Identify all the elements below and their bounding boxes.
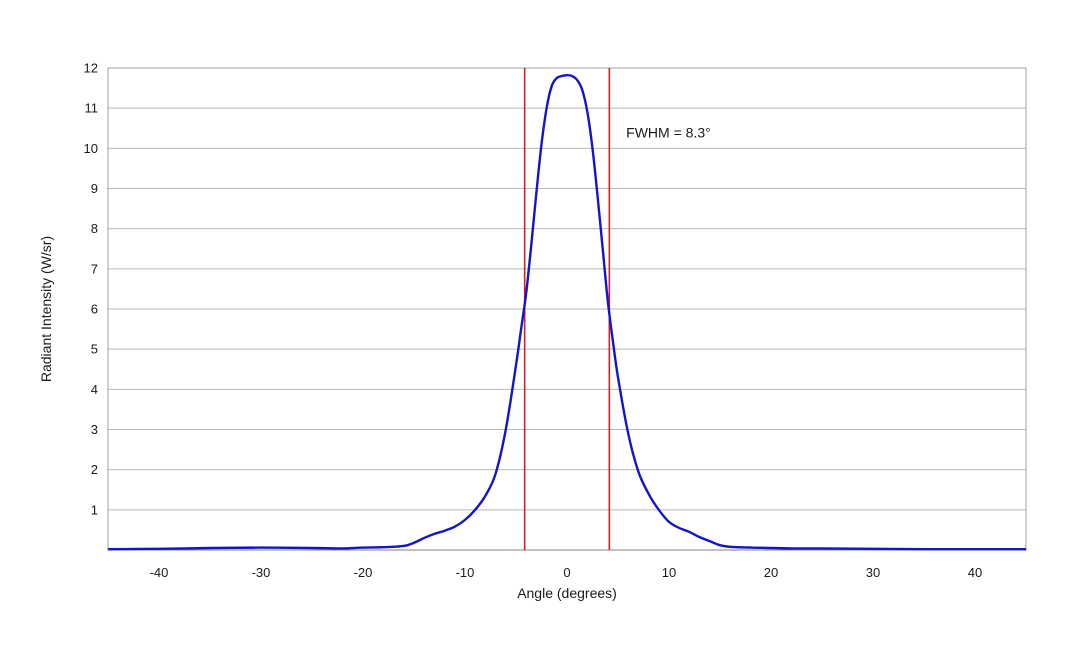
x-tick-label-5: 10 — [662, 565, 676, 580]
gridlines — [107, 67, 1027, 551]
x-tick-label-4: 0 — [563, 565, 570, 580]
y-tick-label-4: 5 — [91, 342, 98, 357]
y-tick-label-7: 8 — [91, 221, 98, 236]
y-tick-label-9: 10 — [84, 141, 98, 156]
y-tick-label-1: 2 — [91, 462, 98, 477]
y-tick-label-10: 11 — [85, 101, 99, 116]
y-tick-label-0: 1 — [91, 502, 98, 517]
y-tick-label-2: 3 — [91, 422, 98, 437]
x-tick-label-0: -40 — [150, 565, 169, 580]
x-tick-label-6: 20 — [764, 565, 778, 580]
x-axis-label: Angle (degrees) — [517, 585, 617, 601]
fwhm-annotation: FWHM = 8.3° — [626, 124, 711, 140]
y-tick-label-6: 7 — [91, 261, 98, 276]
x-tick-label-2: -20 — [354, 565, 373, 580]
x-tick-label-3: -10 — [456, 565, 475, 580]
y-tick-label-8: 9 — [91, 181, 98, 196]
series-line-0 — [107, 74, 1026, 551]
y-axis-label: Radiant Intensity (W/sr) — [38, 236, 54, 382]
y-tick-label-5: 6 — [91, 302, 98, 317]
x-tick-label-8: 40 — [968, 565, 982, 580]
plot-area — [107, 68, 1026, 551]
y-tick-label-11: 12 — [84, 61, 98, 76]
y-tick-label-3: 4 — [91, 382, 98, 397]
x-tick-label-1: -30 — [252, 565, 271, 580]
x-tick-label-7: 30 — [866, 565, 880, 580]
